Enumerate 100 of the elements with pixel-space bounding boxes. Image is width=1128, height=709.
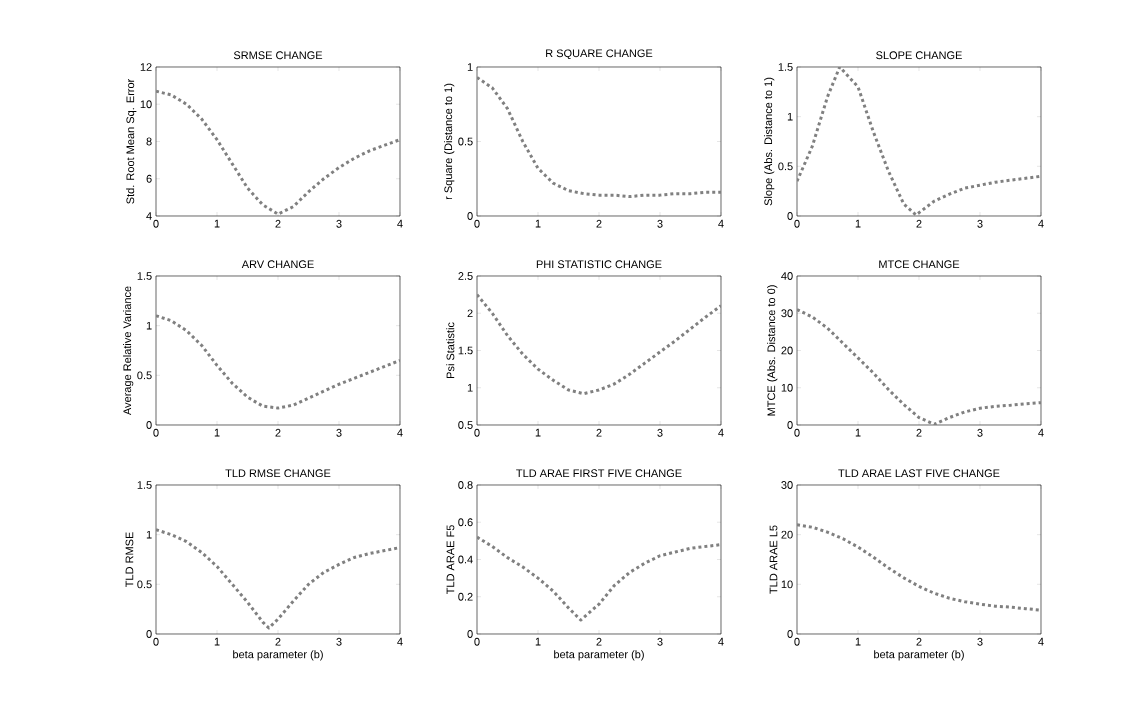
y-tick-label: 1.5	[778, 63, 793, 71]
y-tick-label: 0.4	[458, 555, 473, 564]
line-series	[477, 293, 721, 396]
y-axis-title: TLD ARAE L5	[769, 525, 778, 594]
x-tick-label: 1	[214, 219, 220, 228]
y-tick-label: 30	[781, 309, 793, 318]
y-tick-label: 1	[467, 63, 473, 71]
x-tick-label: 3	[657, 219, 663, 228]
x-axis-title: beta parameter (b)	[233, 650, 323, 661]
y-tick-label: 2.5	[458, 272, 473, 280]
y-axis-title: TLD ARAE F5	[446, 525, 455, 595]
x-tick-label: 2	[275, 219, 281, 228]
x-tick-label: 0	[153, 219, 159, 228]
x-tick-label: 4	[1038, 637, 1044, 646]
line-series	[797, 66, 1041, 216]
x-tick-label: 2	[275, 428, 281, 437]
x-tick-label: 4	[1038, 219, 1044, 228]
y-axis-title: r Square (Distance to 1)	[444, 83, 455, 200]
x-tick-label: 3	[977, 219, 983, 228]
x-tick-label: 2	[596, 637, 602, 646]
chart-title: SLOPE CHANGE	[876, 51, 962, 60]
y-tick-label: 20	[781, 530, 793, 539]
y-tick-label: 0	[467, 212, 473, 220]
y-tick-label: 0.5	[137, 371, 152, 380]
x-tick-label: 0	[794, 219, 800, 228]
y-tick-label: 0	[146, 630, 152, 638]
y-tick-label: 0.6	[458, 518, 473, 527]
x-tick-label: 0	[474, 428, 480, 437]
line-series	[477, 75, 721, 199]
x-tick-label: 1	[535, 637, 541, 646]
y-tick-label: 6	[146, 174, 152, 183]
x-tick-label: 3	[657, 428, 663, 437]
x-tick-label: 3	[336, 637, 342, 646]
x-tick-label: 4	[397, 219, 403, 228]
y-tick-label: 1.5	[137, 481, 152, 489]
x-tick-label: 2	[916, 637, 922, 646]
x-axis-title: beta parameter (b)	[554, 650, 644, 661]
y-tick-label: 10	[781, 580, 793, 589]
y-tick-label: 12	[140, 63, 152, 71]
chart-title: TLD RMSE CHANGE	[225, 469, 331, 478]
y-tick-label: 0.8	[458, 481, 473, 489]
line-series	[797, 308, 1041, 425]
chart-title: TLD ARAE FIRST FIVE CHANGE	[516, 469, 682, 478]
x-tick-label: 0	[474, 637, 480, 646]
y-tick-label: 1	[467, 383, 473, 392]
y-tick-label: 1.5	[458, 346, 473, 355]
x-tick-label: 0	[474, 219, 480, 228]
line-series	[797, 523, 1041, 612]
chart-title: SRMSE CHANGE	[233, 51, 323, 60]
x-axis-title: beta parameter (b)	[874, 650, 964, 661]
y-tick-label: 0.2	[458, 592, 473, 601]
y-tick-label: 0.5	[778, 162, 793, 171]
x-tick-label: 3	[977, 428, 983, 437]
y-tick-label: 40	[781, 272, 793, 280]
chart-title: PHI STATISTIC CHANGE	[536, 260, 662, 269]
chart-title: R SQUARE CHANGE	[546, 49, 653, 60]
x-tick-label: 0	[153, 637, 159, 646]
x-tick-label: 4	[1038, 428, 1044, 437]
y-tick-label: 0.5	[137, 580, 152, 589]
y-tick-label: 0	[787, 212, 793, 220]
x-tick-label: 2	[596, 219, 602, 228]
y-tick-label: 4	[146, 212, 152, 220]
x-tick-label: 4	[718, 219, 724, 228]
y-tick-label: 0.5	[458, 137, 473, 146]
x-tick-label: 0	[794, 637, 800, 646]
x-tick-label: 1	[214, 428, 220, 437]
x-tick-label: 2	[916, 428, 922, 437]
y-axis-title: Average Relative Variance	[123, 286, 134, 416]
y-tick-label: 0	[787, 421, 793, 429]
y-tick-label: 10	[140, 100, 152, 109]
y-tick-label: 0	[467, 630, 473, 638]
x-tick-label: 1	[855, 428, 861, 437]
y-tick-label: 0	[787, 630, 793, 638]
y-tick-label: 2	[467, 309, 473, 318]
y-tick-label: 0	[146, 421, 152, 429]
y-axis-title: Std. Root Mean Sq. Error	[126, 78, 137, 204]
x-tick-label: 2	[916, 219, 922, 228]
x-tick-label: 4	[718, 637, 724, 646]
y-axis-title: MTCE (Abs. Distance to 0)	[767, 285, 778, 416]
x-tick-label: 4	[718, 428, 724, 437]
y-axis-title: TLD RMSE	[125, 532, 134, 588]
x-tick-label: 3	[977, 637, 983, 646]
x-tick-label: 2	[596, 428, 602, 437]
x-tick-label: 4	[397, 637, 403, 646]
x-tick-label: 1	[535, 428, 541, 437]
y-tick-label: 1	[787, 112, 793, 121]
x-tick-label: 1	[214, 637, 220, 646]
chart-title: ARV CHANGE	[241, 260, 314, 269]
y-tick-label: 1.5	[137, 272, 152, 280]
x-tick-label: 1	[855, 637, 861, 646]
x-tick-label: 0	[153, 428, 159, 437]
y-tick-label: 30	[781, 481, 793, 489]
x-tick-label: 1	[855, 219, 861, 228]
x-tick-label: 2	[275, 637, 281, 646]
y-tick-label: 8	[146, 137, 152, 146]
y-axis-title: Psi Statistic	[446, 322, 455, 378]
chart-title: MTCE CHANGE	[879, 260, 960, 269]
y-tick-label: 20	[781, 346, 793, 355]
line-series	[156, 314, 400, 410]
x-tick-label: 0	[794, 428, 800, 437]
